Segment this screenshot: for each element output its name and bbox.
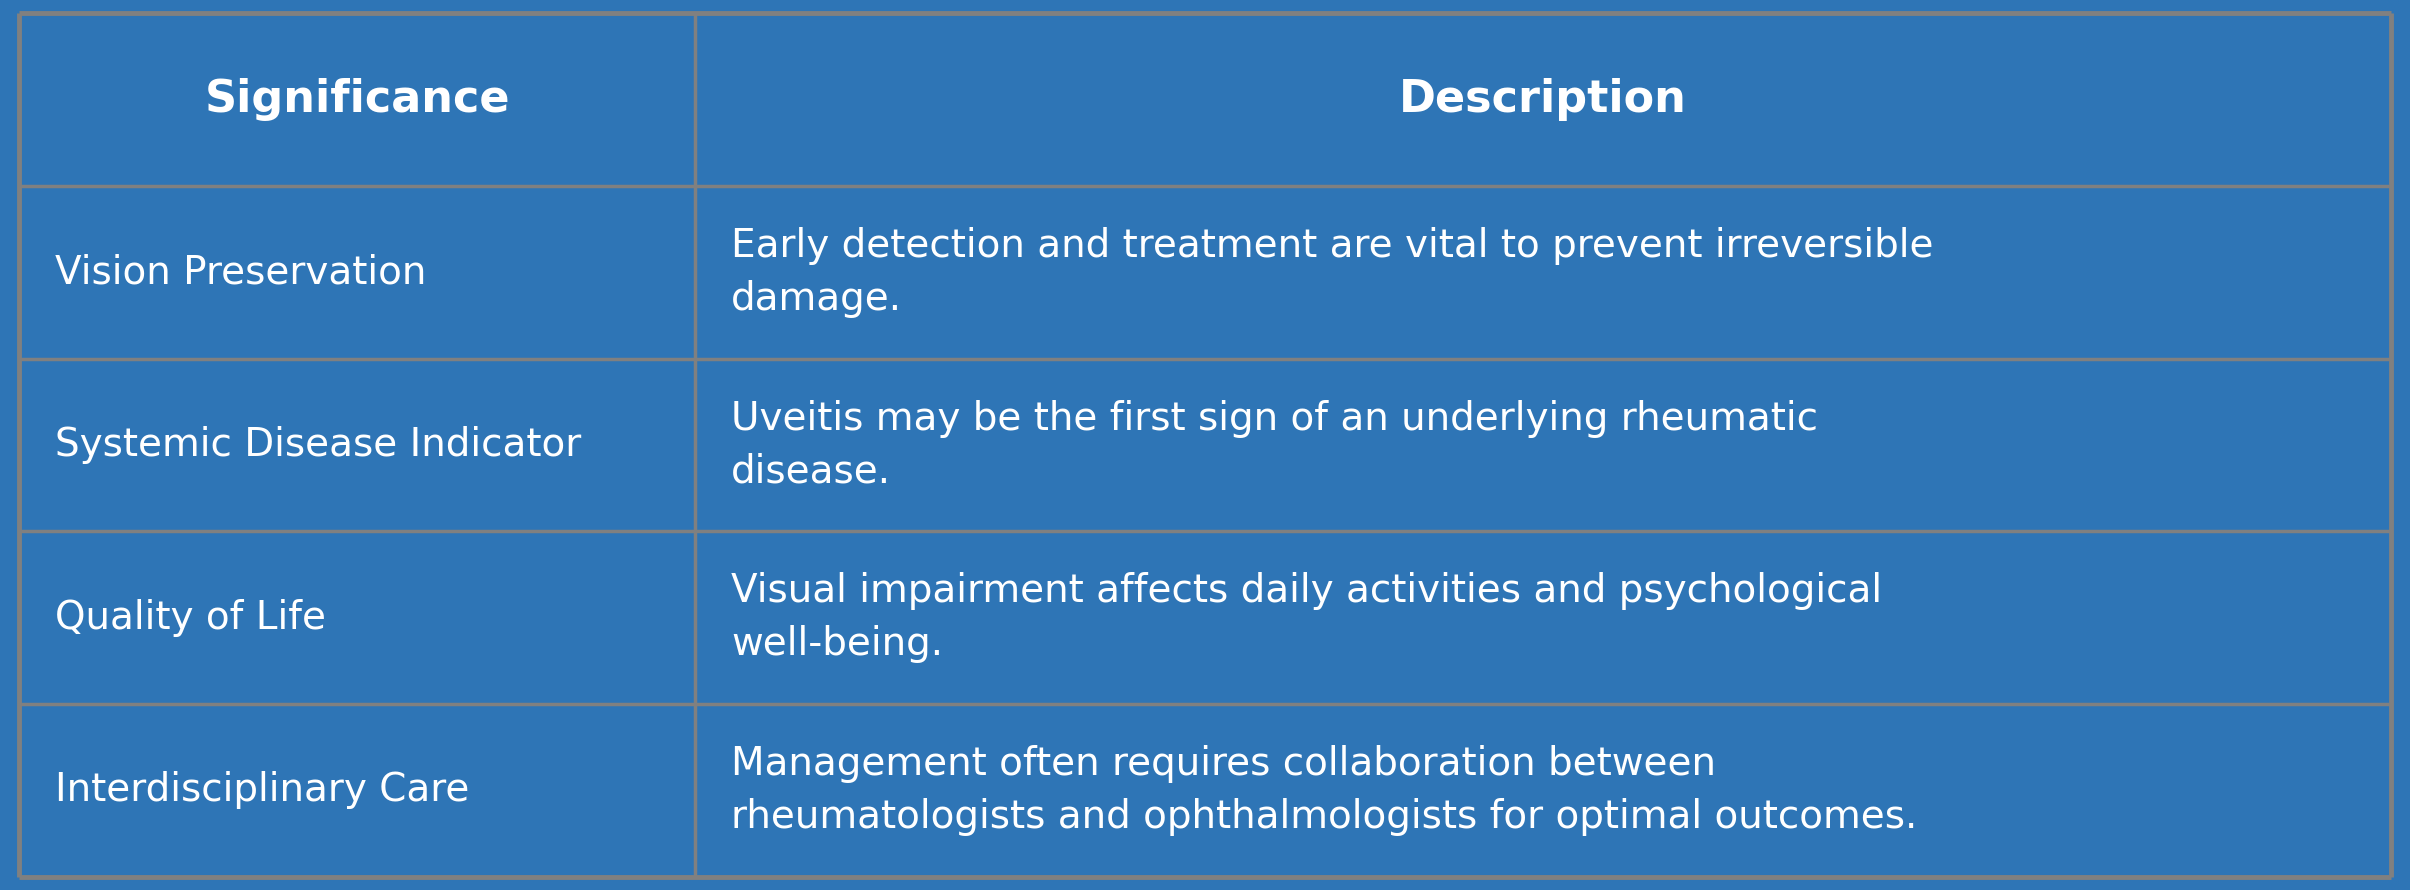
Text: Early detection and treatment are vital to prevent irreversible
damage.: Early detection and treatment are vital … bbox=[730, 227, 1933, 318]
Text: Description: Description bbox=[1398, 78, 1687, 121]
Text: Systemic Disease Indicator: Systemic Disease Indicator bbox=[55, 426, 581, 464]
Text: Visual impairment affects daily activities and psychological
well-being.: Visual impairment affects daily activiti… bbox=[730, 572, 1882, 663]
Text: Significance: Significance bbox=[205, 78, 511, 121]
Text: Quality of Life: Quality of Life bbox=[55, 599, 325, 636]
Text: Uveitis may be the first sign of an underlying rheumatic
disease.: Uveitis may be the first sign of an unde… bbox=[730, 400, 1817, 490]
Text: Management often requires collaboration between
rheumatologists and ophthalmolog: Management often requires collaboration … bbox=[730, 745, 1918, 836]
Bar bbox=[19, 704, 2391, 877]
Bar bbox=[19, 531, 2391, 704]
Text: Interdisciplinary Care: Interdisciplinary Care bbox=[55, 772, 470, 809]
Bar bbox=[19, 359, 2391, 531]
Text: Vision Preservation: Vision Preservation bbox=[55, 254, 427, 291]
Bar bbox=[19, 186, 2391, 359]
Bar bbox=[19, 13, 2391, 186]
